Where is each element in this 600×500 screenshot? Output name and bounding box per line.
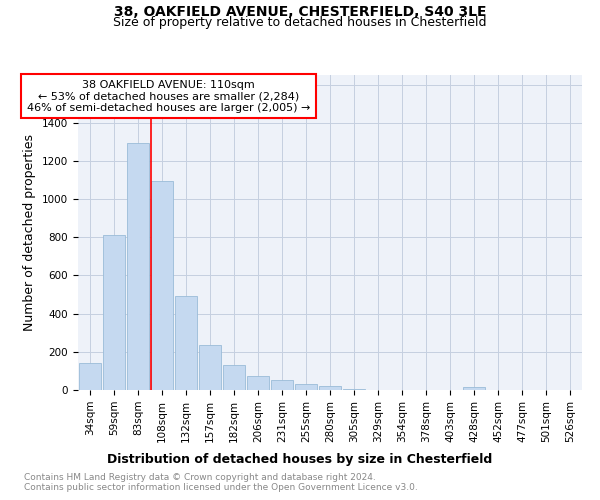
Text: 38, OAKFIELD AVENUE, CHESTERFIELD, S40 3LE: 38, OAKFIELD AVENUE, CHESTERFIELD, S40 3…	[114, 5, 486, 19]
Bar	[199, 345, 221, 390]
Bar	[319, 386, 341, 390]
Bar	[223, 365, 245, 390]
Text: Contains HM Land Registry data © Crown copyright and database right 2024.
Contai: Contains HM Land Registry data © Crown c…	[24, 472, 418, 492]
Bar	[247, 376, 269, 390]
Text: Distribution of detached houses by size in Chesterfield: Distribution of detached houses by size …	[107, 452, 493, 466]
Y-axis label: Number of detached properties: Number of detached properties	[23, 134, 37, 331]
Text: Size of property relative to detached houses in Chesterfield: Size of property relative to detached ho…	[113, 16, 487, 29]
Bar	[271, 380, 293, 390]
Bar	[79, 364, 101, 390]
Bar	[463, 387, 485, 390]
Bar	[103, 236, 125, 390]
Bar	[151, 181, 173, 390]
Bar	[295, 384, 317, 390]
Bar	[175, 296, 197, 390]
Text: 38 OAKFIELD AVENUE: 110sqm
← 53% of detached houses are smaller (2,284)
46% of s: 38 OAKFIELD AVENUE: 110sqm ← 53% of deta…	[27, 80, 310, 113]
Bar	[127, 143, 149, 390]
Bar	[343, 389, 365, 390]
